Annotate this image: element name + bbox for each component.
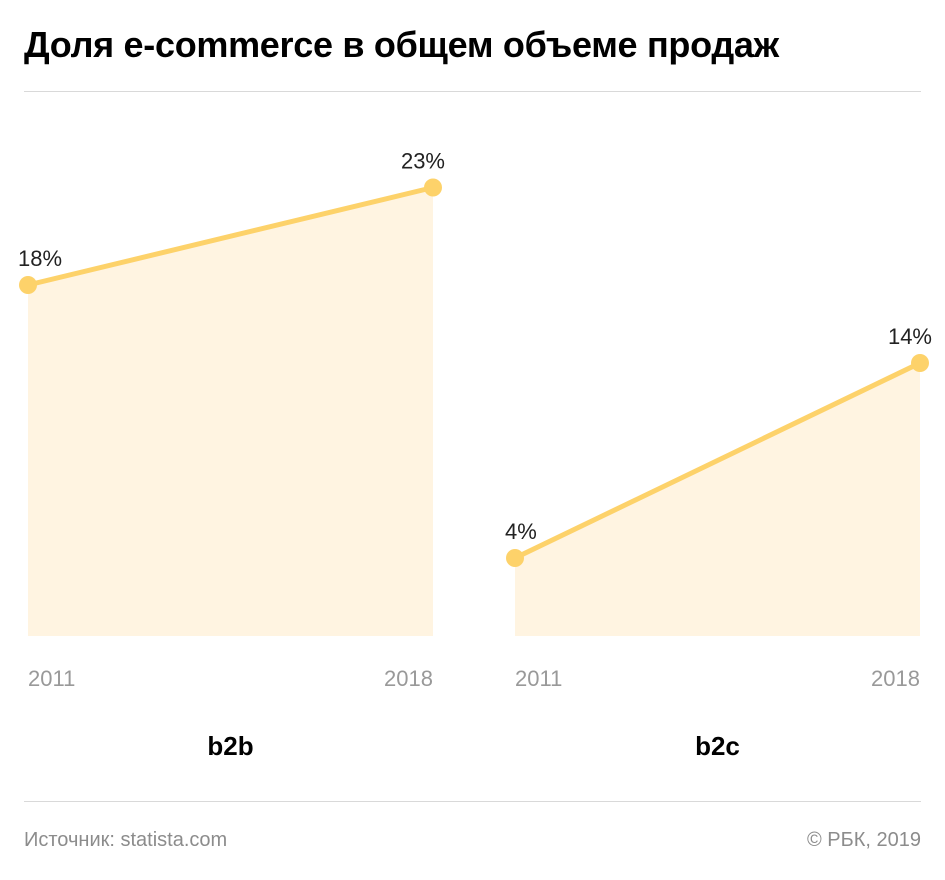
b2c-point-2011 xyxy=(506,549,524,567)
b2b-x-tick-2011: 2011 xyxy=(28,666,75,691)
source-note: Источник: statista.com xyxy=(24,829,228,851)
b2b-value-label-2011: 18% xyxy=(18,246,62,271)
b2c-x-tick-2018: 2018 xyxy=(871,666,920,691)
b2b-series-line xyxy=(25,185,436,288)
b2b-category-label: b2b xyxy=(207,731,253,761)
b2c-area-fill xyxy=(515,363,920,636)
b2c-series-line xyxy=(512,360,923,561)
b2b-point-2018 xyxy=(424,178,442,197)
b2b-point-2011 xyxy=(19,276,37,294)
b2b-x-tick-2018: 2018 xyxy=(384,666,433,691)
b2c-point-2018 xyxy=(911,354,929,372)
b2b-area-fill xyxy=(28,187,433,636)
b2c-category-label: b2c xyxy=(695,731,740,761)
top-divider xyxy=(24,91,921,92)
chart-title: Доля e-commerce в общем объеме продаж xyxy=(24,24,779,65)
copyright-note: © РБК, 2019 xyxy=(806,829,921,851)
b2b-value-label-2018: 23% xyxy=(401,149,445,174)
b2c-x-tick-2011: 2011 xyxy=(515,666,562,691)
bottom-divider xyxy=(24,801,921,802)
b2c-value-label-2011: 4% xyxy=(505,519,537,544)
b2c-value-label-2018: 14% xyxy=(888,324,932,349)
